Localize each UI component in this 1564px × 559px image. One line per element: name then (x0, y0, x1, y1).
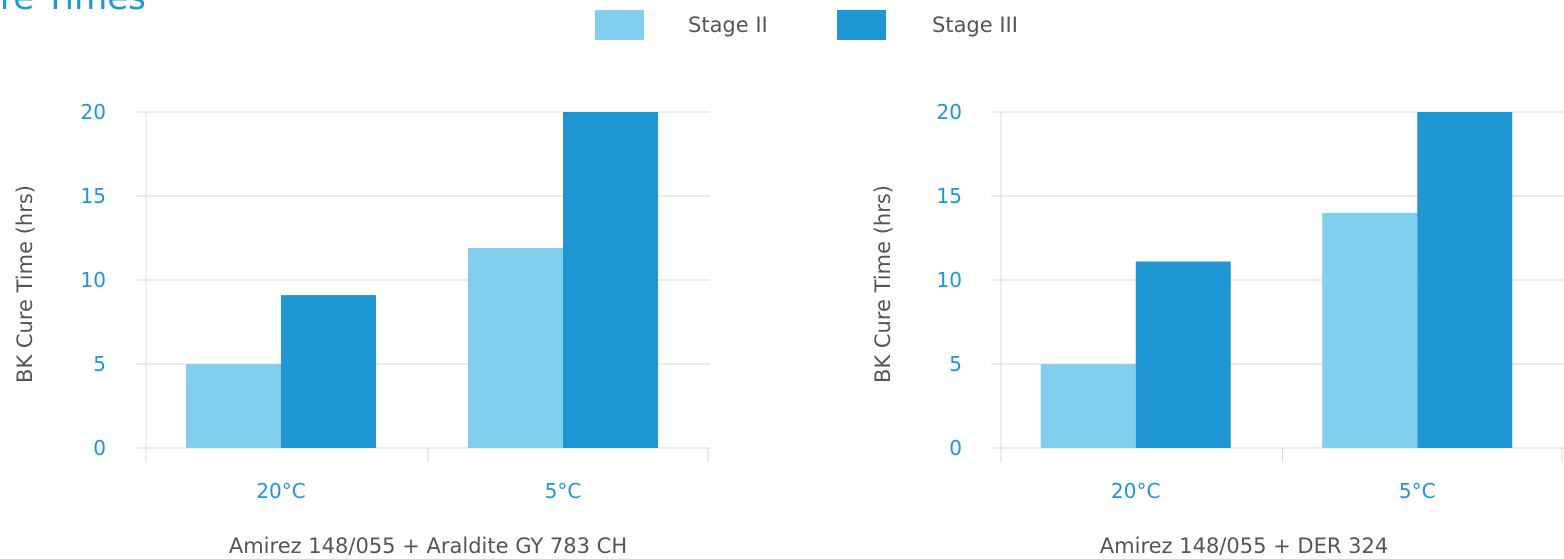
bar (1040, 364, 1136, 448)
legend-swatch-stage-ii (595, 10, 644, 40)
bar (186, 364, 281, 448)
x-axis-label: Amirez 148/055 + Araldite GY 783 CH (229, 534, 627, 558)
page-title: re Times (0, 0, 146, 18)
y-tick-label: 0 (93, 436, 106, 460)
bar (468, 248, 563, 448)
bar (1322, 212, 1418, 448)
x-tick-label: 5°C (545, 479, 582, 503)
y-tick-label: 15 (937, 184, 962, 208)
y-tick-label: 0 (949, 436, 962, 460)
chart-panel-right: 0 5 10 15 20 20°C 5°C BK Cure Time (hrs) Amirez … (871, 100, 1564, 558)
y-axis-label: BK Cure Time (hrs) (13, 185, 37, 383)
x-tick-label: 5°C (1399, 479, 1436, 503)
bar (563, 112, 658, 448)
bar (1135, 261, 1231, 448)
chart-panel-left: 0 5 10 15 20 20°C 5°C BK Cure Time (hrs) Amirez … (13, 100, 710, 558)
y-tick-label: 15 (81, 184, 106, 208)
x-tick-label: 20°C (1111, 479, 1160, 503)
y-tick-label: 10 (937, 268, 962, 292)
y-tick-label: 20 (81, 100, 106, 124)
y-tick-label: 5 (93, 352, 106, 376)
y-tick-label: 5 (949, 352, 962, 376)
legend-label-stage-ii: Stage II (688, 13, 768, 37)
legend: Stage II Stage III (595, 10, 1018, 40)
x-axis-label: Amirez 148/055 + DER 324 (1100, 534, 1388, 558)
legend-swatch-stage-iii (837, 10, 886, 40)
bar (1417, 112, 1513, 448)
legend-label-stage-iii: Stage III (932, 13, 1018, 37)
bar (281, 295, 376, 448)
y-axis-label: BK Cure Time (hrs) (871, 185, 895, 383)
y-tick-label: 20 (937, 100, 962, 124)
x-tick-label: 20°C (256, 479, 305, 503)
y-tick-label: 10 (81, 268, 106, 292)
